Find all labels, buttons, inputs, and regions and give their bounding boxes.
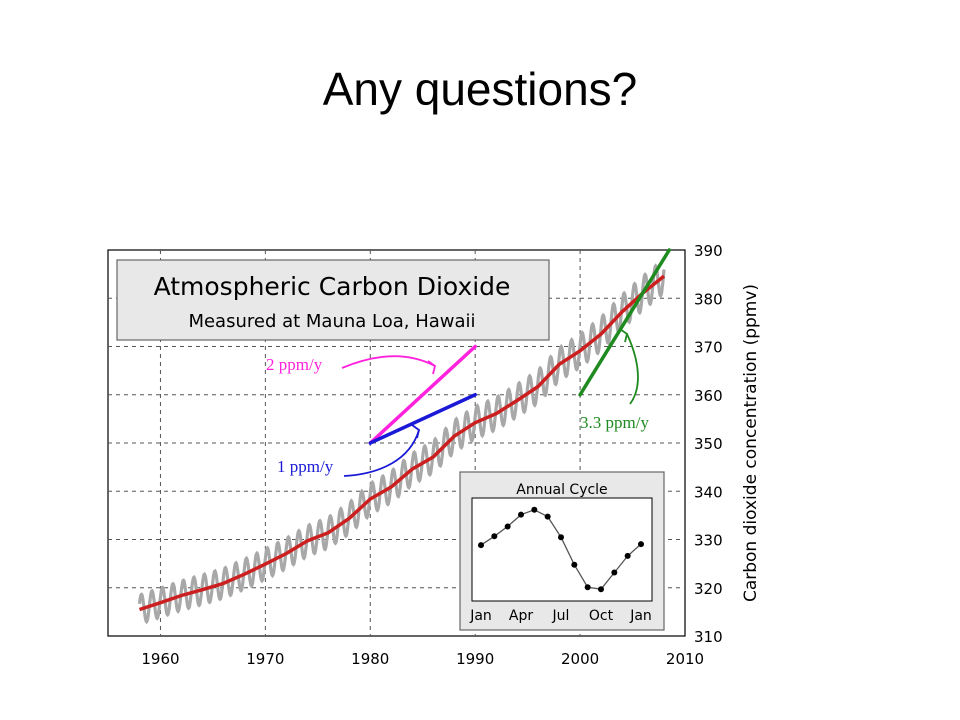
inset-tick-label: Jan — [469, 608, 492, 624]
x-tick-label: 1980 — [351, 650, 389, 668]
inset-point — [598, 586, 604, 593]
y-tick-label: 320 — [694, 580, 723, 598]
chart-subtitle: Measured at Mauna Loa, Hawaii — [188, 311, 475, 332]
inset-point — [611, 569, 618, 576]
slope-label: 1 ppm/y — [277, 457, 334, 476]
annual-cycle-inset: Annual Cycle Jan Apr Jul Oct Jan — [459, 471, 665, 631]
inset-point — [531, 506, 538, 513]
y-tick-label: 370 — [694, 339, 723, 357]
x-axis-ticks: 1960 1970 1980 1990 2000 2010 — [141, 650, 704, 668]
x-tick-label: 1960 — [141, 650, 179, 668]
x-tick-label: 2010 — [666, 650, 704, 668]
arrow-head — [619, 328, 629, 343]
annotations: 2 ppm/y 1 ppm/y 3.3 ppm/y — [266, 248, 672, 477]
inset-title: Annual Cycle — [516, 482, 607, 498]
chart-title-box: Atmospheric Carbon Dioxide Measured at M… — [116, 259, 550, 341]
seasonal-line — [137, 263, 666, 625]
inset-point — [491, 533, 498, 540]
trend-series-line — [138, 274, 666, 612]
inset-tick-label: Jan — [629, 608, 652, 624]
inset-tick-label: Oct — [589, 608, 614, 624]
slope-line — [368, 344, 477, 445]
y-tick-label: 390 — [694, 242, 723, 260]
y-tick-label: 350 — [694, 435, 723, 453]
chart-title: Atmospheric Carbon Dioxide — [154, 272, 511, 301]
inset-point — [518, 511, 524, 518]
y-tick-label: 340 — [694, 483, 723, 501]
inset-point — [544, 513, 551, 520]
slope-line — [578, 248, 672, 397]
y-tick-label: 330 — [694, 532, 723, 550]
seasonal-cycle-line — [137, 263, 666, 625]
slope-arrow — [341, 355, 436, 369]
inset-point — [624, 552, 631, 559]
y-tick-label: 310 — [694, 628, 723, 646]
y-tick-label: 360 — [694, 387, 723, 405]
arrow-head — [411, 424, 421, 439]
inset-point — [558, 534, 564, 541]
inset-point — [571, 561, 578, 568]
slope-label: 2 ppm/y — [266, 355, 323, 374]
x-tick-label: 1990 — [456, 650, 494, 668]
x-tick-label: 1970 — [246, 650, 284, 668]
arrow-head — [427, 360, 437, 375]
inset-point — [478, 542, 484, 549]
slope-line — [368, 393, 477, 445]
inset-point — [504, 523, 511, 530]
y-tick-label: 380 — [694, 290, 723, 308]
slide-title: Any questions? — [322, 63, 638, 115]
inset-tick-label: Apr — [509, 608, 533, 624]
inset-point — [584, 584, 591, 591]
slope-arrow — [343, 429, 420, 477]
inset-tick-label: Jul — [552, 608, 570, 624]
trend-line — [138, 274, 666, 612]
y-axis-label: Carbon dioxide concentration (ppmv) — [741, 284, 761, 602]
y-axis-ticks: 310 320 330 340 350 360 370 380 390 — [694, 242, 723, 646]
slope-arrow — [626, 333, 639, 405]
x-tick-label: 2000 — [561, 650, 599, 668]
slope-label: 3.3 ppm/y — [580, 413, 649, 432]
inset-point — [638, 541, 644, 548]
